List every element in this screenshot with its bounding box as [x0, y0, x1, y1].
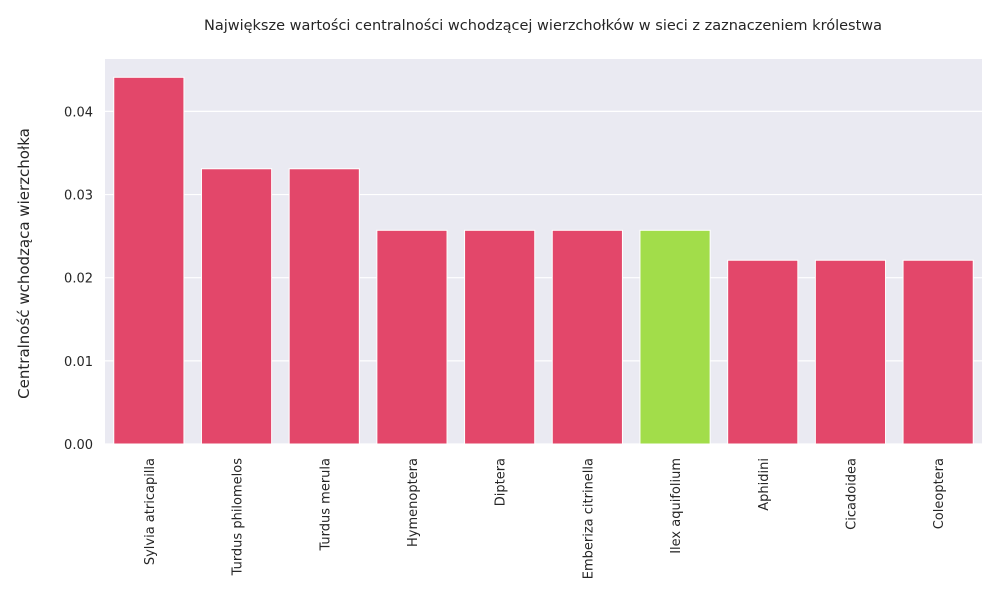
x-tick-label: Diptera: [494, 458, 509, 506]
bar: [376, 229, 448, 445]
y-tick-label: 0.04: [64, 105, 93, 120]
y-tick-label: 0.03: [64, 189, 93, 204]
x-tick-labels: Sylvia atricapilla Turdus philomelos Turdu…: [143, 458, 947, 579]
x-tick-label: Aphidini: [757, 458, 772, 511]
bar: [113, 76, 185, 445]
x-tick-label: Emberiza citrinella: [581, 458, 596, 579]
bar: [551, 229, 623, 445]
x-tick-label: Turdus philomelos: [231, 458, 246, 577]
x-tick-label: Turdus merula: [318, 458, 333, 552]
x-tick-label: Ilex aquifolium: [669, 458, 684, 554]
bar: [288, 168, 360, 445]
chart-title: Największe wartości centralności wchodzą…: [204, 18, 882, 34]
x-tick-label: Coleoptera: [932, 458, 947, 529]
x-tick-label: Cicadoidea: [844, 458, 859, 530]
x-tick-label: Hymenoptera: [406, 458, 421, 547]
y-tick-label: 0.01: [64, 355, 93, 370]
bar: [200, 168, 273, 445]
y-tick-labels: 0.00 0.01 0.02 0.03 0.04: [64, 105, 93, 453]
y-tick-label: 0.00: [64, 438, 93, 453]
bars: [113, 76, 974, 445]
bar: [639, 229, 711, 445]
bar: [464, 229, 536, 445]
y-tick-label: 0.02: [64, 272, 93, 287]
y-axis-label: Centralność wchodząca wierzchołka: [15, 128, 33, 399]
x-tick-label: Sylvia atricapilla: [143, 458, 158, 565]
bar: [814, 259, 887, 445]
bar: [727, 259, 799, 445]
bar: [902, 259, 974, 445]
